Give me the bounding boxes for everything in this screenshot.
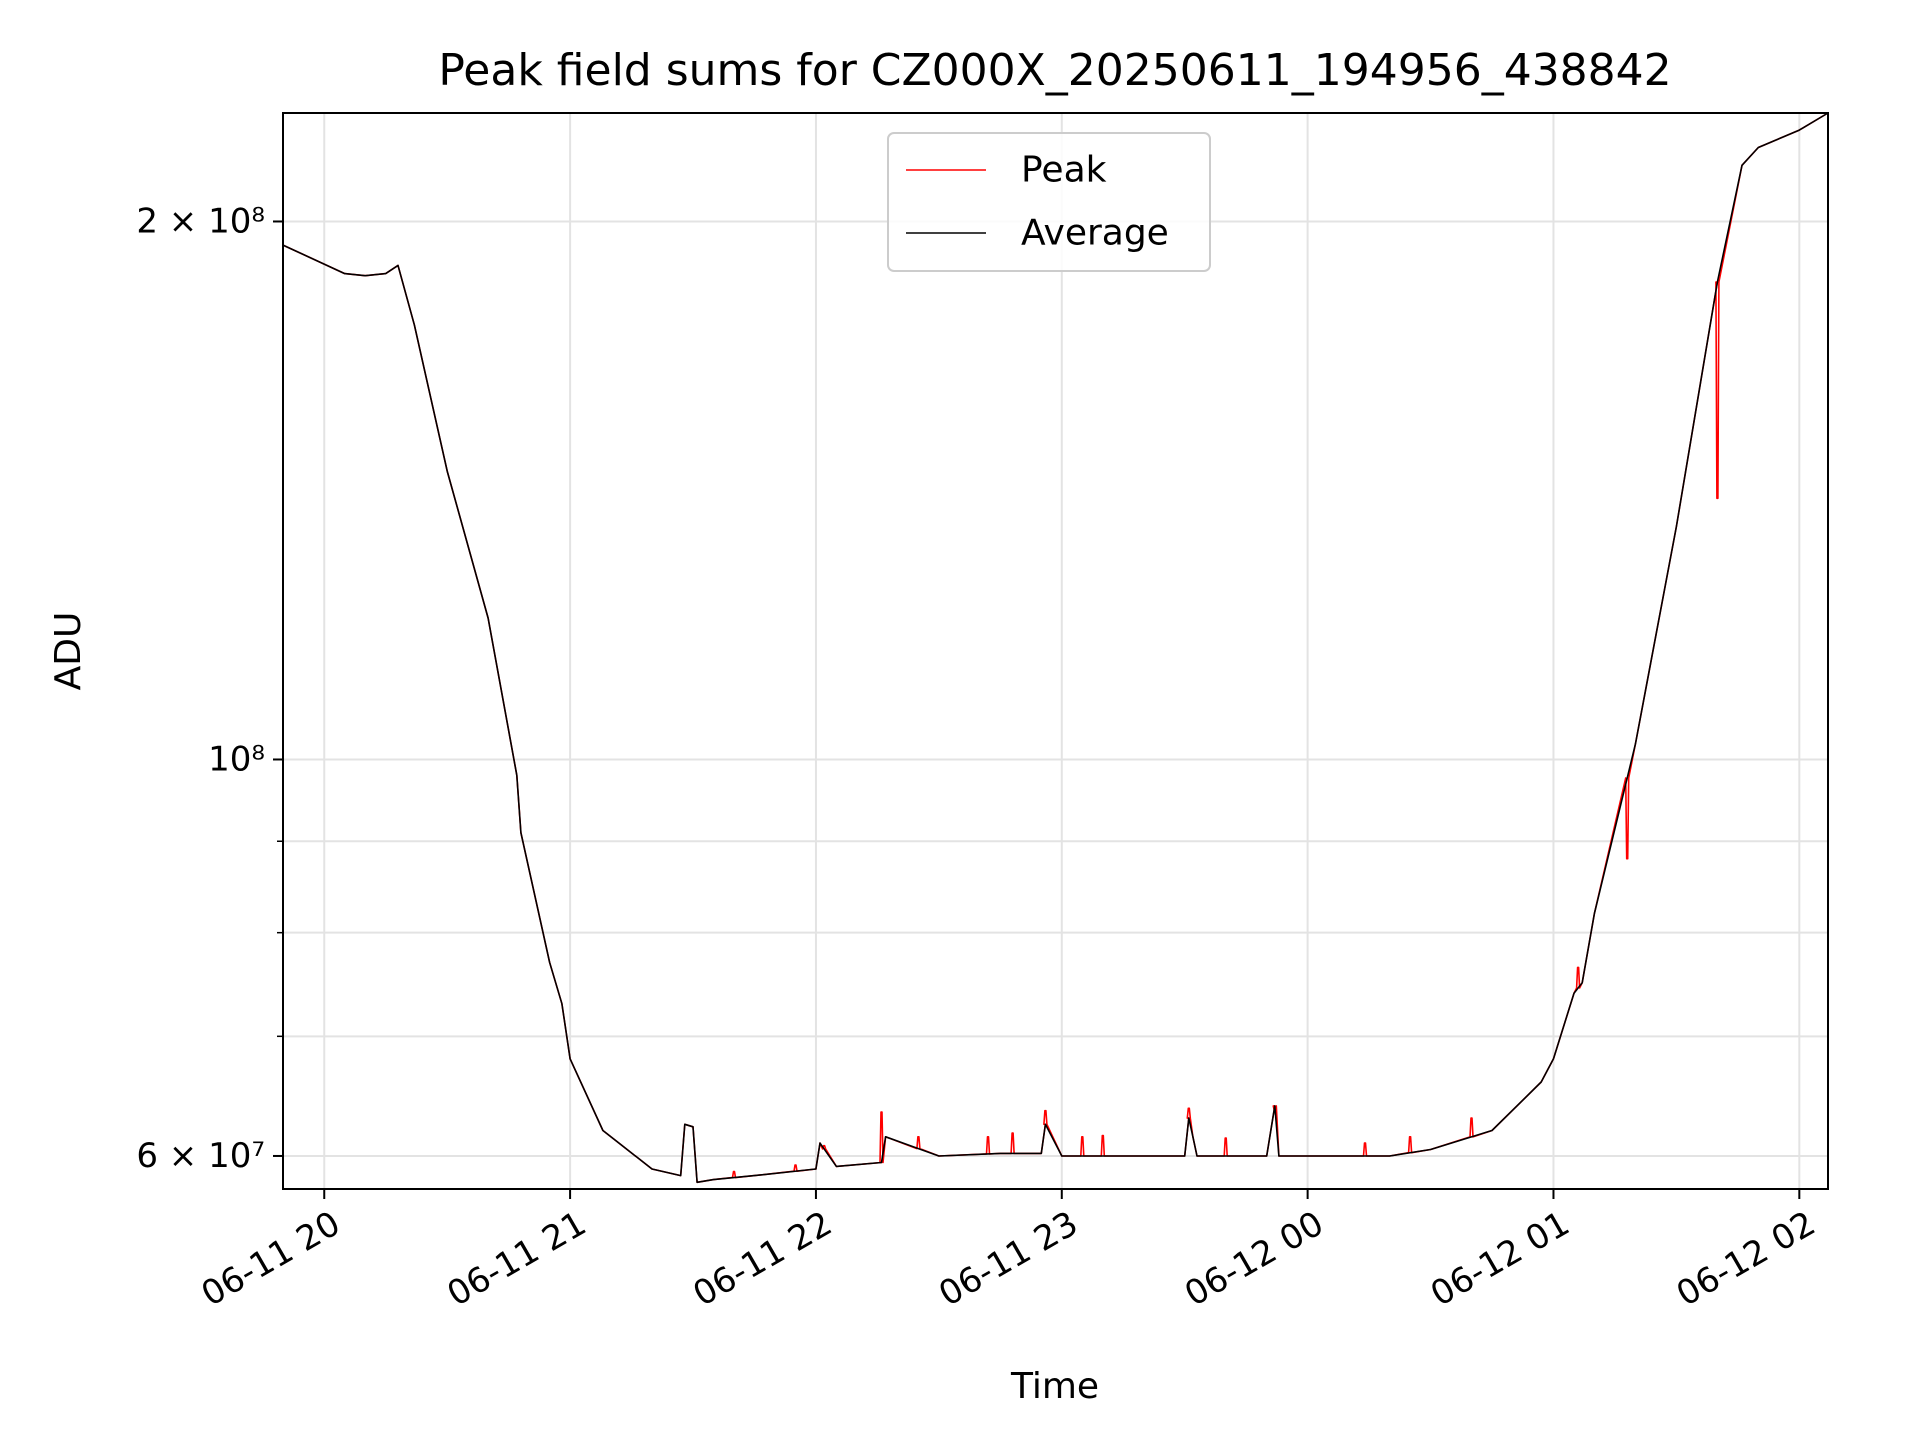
plot-frame bbox=[282, 112, 1829, 1190]
y-tick-label: 10⁸ bbox=[208, 739, 265, 779]
y-tick-label: 6 × 10⁷ bbox=[136, 1136, 265, 1176]
series-layer bbox=[282, 112, 1829, 1184]
x-axis-label: Time bbox=[1010, 1366, 1099, 1407]
y-tick-label: 2 × 10⁸ bbox=[136, 201, 265, 241]
legend: Peak Average bbox=[887, 132, 1211, 272]
legend-box bbox=[887, 132, 1211, 272]
legend-label-peak: Peak bbox=[1021, 150, 1107, 191]
series-line-average bbox=[282, 112, 1829, 1184]
y-axis: 2 × 10⁸ 10⁸ 6 × 10⁷ bbox=[136, 201, 283, 1176]
chart-title: Peak field sums for CZ000X_20250611_1949… bbox=[438, 45, 1671, 96]
legend-label-average: Average bbox=[1021, 213, 1169, 254]
grid-layer bbox=[283, 113, 1828, 1189]
y-axis-label: ADU bbox=[48, 612, 89, 691]
